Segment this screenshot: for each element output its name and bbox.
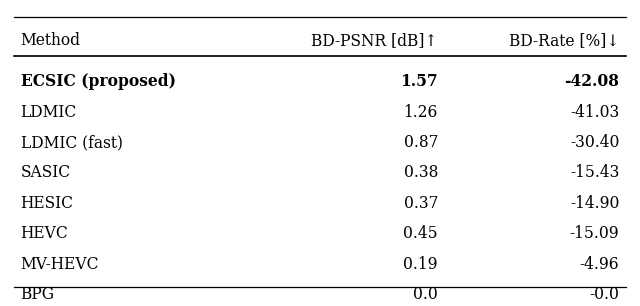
Text: -41.03: -41.03	[570, 103, 620, 121]
Text: 0.37: 0.37	[403, 195, 438, 212]
Text: 0.45: 0.45	[403, 225, 438, 242]
Text: -15.43: -15.43	[570, 164, 620, 181]
Text: MV-HEVC: MV-HEVC	[20, 256, 99, 273]
Text: ECSIC (proposed): ECSIC (proposed)	[20, 73, 175, 90]
Text: -4.96: -4.96	[580, 256, 620, 273]
Text: BPG: BPG	[20, 286, 54, 303]
Text: -42.08: -42.08	[564, 73, 620, 90]
Text: LDMIC (fast): LDMIC (fast)	[20, 134, 122, 151]
Text: HESIC: HESIC	[20, 195, 74, 212]
Text: 0.38: 0.38	[403, 164, 438, 181]
Text: BD-PSNR [dB]↑: BD-PSNR [dB]↑	[312, 32, 438, 49]
Text: -14.90: -14.90	[570, 195, 620, 212]
Text: -30.40: -30.40	[570, 134, 620, 151]
Text: SASIC: SASIC	[20, 164, 70, 181]
Text: -0.0: -0.0	[589, 286, 620, 303]
Text: BD-Rate [%]↓: BD-Rate [%]↓	[509, 32, 620, 49]
Text: Method: Method	[20, 32, 81, 49]
Text: 0.0: 0.0	[413, 286, 438, 303]
Text: HEVC: HEVC	[20, 225, 68, 242]
Text: -15.09: -15.09	[570, 225, 620, 242]
Text: LDMIC: LDMIC	[20, 103, 77, 121]
Text: 0.87: 0.87	[403, 134, 438, 151]
Text: 1.57: 1.57	[400, 73, 438, 90]
Text: 1.26: 1.26	[403, 103, 438, 121]
Text: 0.19: 0.19	[403, 256, 438, 273]
